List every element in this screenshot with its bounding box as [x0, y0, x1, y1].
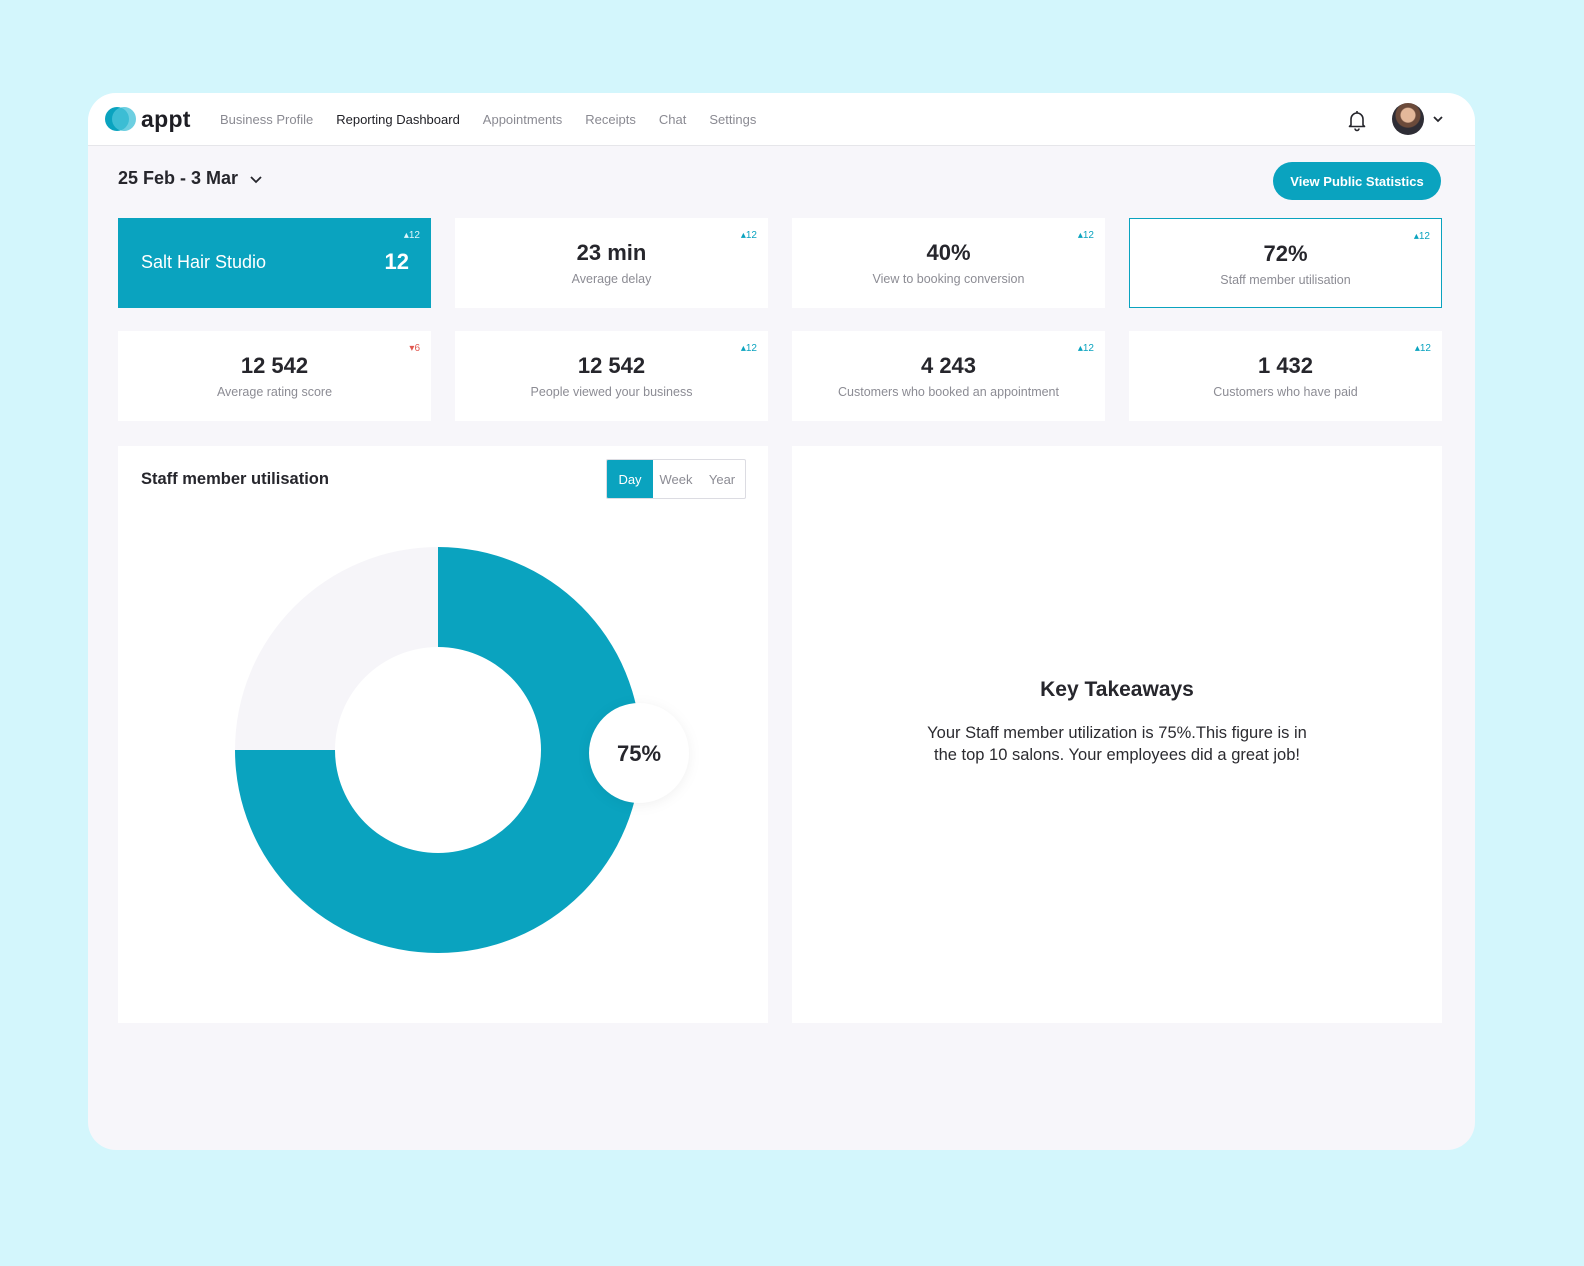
- metric-card-views[interactable]: ▴12 12 542 People viewed your business: [455, 331, 768, 421]
- delta-badge: ▴12: [403, 230, 420, 241]
- metric-card-conversion[interactable]: ▴12 40% View to booking conversion: [792, 218, 1105, 308]
- metric-label: Staff member utilisation: [1220, 273, 1351, 287]
- arrow-up-icon: ▴: [740, 343, 746, 354]
- donut-slice-1: [235, 547, 438, 750]
- period-day-button[interactable]: Day: [607, 460, 653, 498]
- metric-card-booked[interactable]: ▴12 4 243 Customers who booked an appoin…: [792, 331, 1105, 421]
- nav-business-profile[interactable]: Business Profile: [220, 111, 314, 127]
- donut-label-bubble: [589, 703, 689, 803]
- utilisation-chart-panel: Staff member utilisation Day Week Year 7…: [118, 446, 768, 1023]
- date-range-picker[interactable]: 25 Feb - 3 Mar: [118, 168, 264, 189]
- arrow-down-icon: ▾: [409, 343, 415, 354]
- chart-title: Staff member utilisation: [141, 470, 329, 488]
- salon-value: 12: [384, 249, 409, 274]
- takeaways-text: Your Staff member utilization is 75%.Thi…: [927, 724, 1307, 764]
- metric-label: Customers who have paid: [1213, 385, 1358, 399]
- arrow-up-icon: ▴: [1077, 343, 1083, 354]
- salon-name: Salt Hair Studio: [141, 252, 267, 272]
- period-year-button[interactable]: Year: [708, 471, 736, 487]
- arrow-up-icon: ▴: [1077, 230, 1083, 241]
- nav-reporting-dashboard[interactable]: Reporting Dashboard: [336, 111, 460, 127]
- bell-icon[interactable]: [1345, 108, 1369, 132]
- metric-card-average-delay[interactable]: ▴12 23 min Average delay: [455, 218, 768, 308]
- main-nav: Business Profile Reporting Dashboard App…: [220, 93, 779, 145]
- delta-badge: ▴12: [1414, 343, 1431, 354]
- logo-mark-icon: [105, 106, 136, 132]
- metric-card-staff-utilisation[interactable]: ▴12 72% Staff member utilisation: [1129, 218, 1442, 308]
- metric-card-rating[interactable]: ▾6 12 542 Average rating score: [118, 331, 431, 421]
- delta-badge: ▴12: [740, 230, 757, 241]
- arrow-up-icon: ▴: [740, 230, 746, 241]
- date-range-label: 25 Feb - 3 Mar: [118, 168, 239, 188]
- takeaways-title: Key Takeaways: [1040, 678, 1194, 701]
- dashboard-window: appt Business Profile Reporting Dashboar…: [88, 93, 1475, 1150]
- nav-settings[interactable]: Settings: [709, 111, 757, 127]
- logo-text: appt: [141, 105, 191, 132]
- metric-card-paid[interactable]: ▴12 1 432 Customers who have paid: [1129, 331, 1442, 421]
- salon-card[interactable]: ▴12 Salt Hair Studio 12: [118, 218, 431, 308]
- metric-value: 23 min: [576, 240, 647, 265]
- metric-value: 4 243: [920, 353, 977, 378]
- metric-label: People viewed your business: [530, 385, 693, 399]
- period-toggle: Day Week Year: [606, 459, 746, 499]
- delta-badge: ▴12: [1077, 230, 1094, 241]
- arrow-up-icon: ▴: [403, 230, 409, 241]
- metric-label: View to booking conversion: [872, 272, 1025, 286]
- donut-slice-0: [235, 547, 641, 953]
- metric-value: 12 542: [240, 353, 309, 378]
- chevron-down-icon: [250, 175, 262, 183]
- delta-badge: ▴12: [1413, 231, 1430, 242]
- key-takeaways-panel: Key Takeaways Your Staff member utilizat…: [792, 446, 1442, 1023]
- delta-badge: ▾6: [409, 343, 420, 354]
- view-public-statistics-button[interactable]: View Public Statistics: [1273, 162, 1441, 200]
- top-navbar: appt Business Profile Reporting Dashboar…: [88, 93, 1475, 146]
- metric-value: 12 542: [577, 353, 646, 378]
- chevron-down-icon[interactable]: [1431, 112, 1445, 126]
- period-week-button[interactable]: Week: [659, 471, 693, 487]
- nav-chat[interactable]: Chat: [658, 111, 687, 127]
- metric-label: Customers who booked an appointment: [838, 385, 1059, 399]
- metric-value: 1 432: [1257, 353, 1314, 378]
- arrow-up-icon: ▴: [1414, 343, 1420, 354]
- utilisation-donut-chart: 75%: [235, 547, 689, 953]
- arrow-up-icon: ▴: [1413, 231, 1419, 242]
- delta-badge: ▴12: [1077, 343, 1094, 354]
- appt-logo[interactable]: appt: [105, 104, 191, 134]
- nav-receipts[interactable]: Receipts: [585, 111, 636, 127]
- metric-label: Average rating score: [216, 385, 333, 399]
- metric-value: 72%: [1263, 241, 1308, 266]
- delta-badge: ▴12: [740, 343, 757, 354]
- nav-appointments[interactable]: Appointments: [482, 111, 563, 127]
- avatar[interactable]: [1392, 103, 1424, 135]
- metric-value: 40%: [926, 240, 971, 265]
- donut-percent-label: 75%: [617, 741, 661, 766]
- metric-label: Average delay: [571, 272, 652, 286]
